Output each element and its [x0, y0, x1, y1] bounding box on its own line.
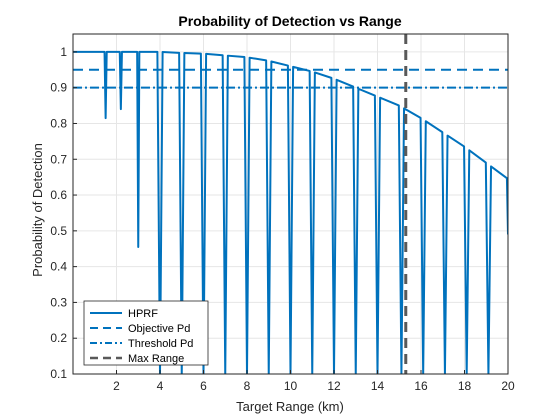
y-tick-label: 0.3 [50, 295, 67, 309]
legend-label-threshold-pd: Threshold Pd [128, 338, 193, 350]
y-tick-label: 0.1 [50, 367, 67, 381]
plot-area [73, 34, 508, 374]
chart-title: Probability of Detection vs Range [178, 13, 401, 29]
x-tick-label: 8 [244, 379, 251, 393]
x-tick-label: 16 [414, 379, 428, 393]
x-tick-label: 2 [113, 379, 120, 393]
y-tick-label: 0.5 [50, 224, 67, 238]
x-tick-label: 10 [284, 379, 298, 393]
x-tick-label: 18 [458, 379, 472, 393]
x-tick-label: 6 [200, 379, 207, 393]
y-tick-label: 0.8 [50, 116, 67, 130]
legend: HPRF Objective Pd Threshold Pd Max Range [83, 300, 209, 366]
y-tick-label: 0.4 [50, 260, 67, 274]
y-tick-label: 0.2 [50, 331, 67, 345]
legend-label-hprf: HPRF [128, 308, 158, 320]
y-tick-label: 1 [60, 45, 67, 59]
legend-label-max-range: Max Range [128, 353, 184, 365]
y-tick-label: 0.6 [50, 188, 67, 202]
x-tick-label: 4 [157, 379, 164, 393]
legend-box [83, 300, 209, 366]
series-line-hprf [73, 50, 508, 374]
x-tick-label: 14 [371, 379, 385, 393]
x-axis-label: Target Range (km) [236, 399, 344, 414]
axis-ticks: 2 4 6 8 10 12 14 16 18 20 0.1 0.2 0.3 0.4 0.5 0.6 0.7 0.8… [50, 45, 515, 393]
y-axis-label: Probability of Detection [30, 143, 45, 277]
series-group [73, 34, 508, 374]
x-tick-label: 12 [327, 379, 341, 393]
x-tick-label: 20 [501, 379, 515, 393]
y-tick-label: 0.7 [50, 152, 67, 166]
y-tick-label: 0.9 [50, 81, 67, 95]
legend-label-objective-pd: Objective Pd [128, 323, 190, 335]
